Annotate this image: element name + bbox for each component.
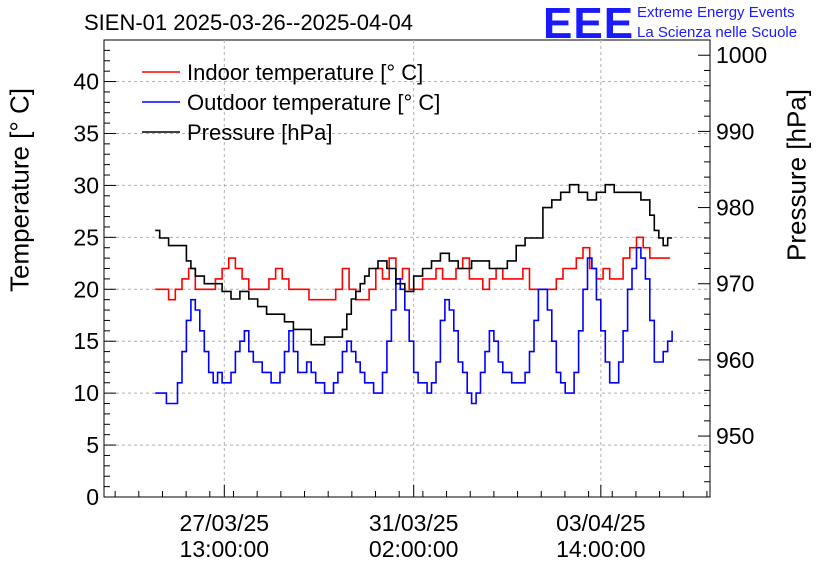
y-right-tick-label: 1000 <box>716 42 767 68</box>
y-left-tick-label: 10 <box>73 380 99 406</box>
x-tick-time: 02:00:00 <box>369 536 459 562</box>
series-line-2 <box>155 246 673 405</box>
legend-label-1: Indoor temperature [° C] <box>187 60 423 85</box>
y-left-tick-label: 35 <box>73 120 99 146</box>
series-group <box>155 183 673 405</box>
legend: Indoor temperature [° C] Outdoor temperat… <box>142 60 440 145</box>
y-left-tick-label: 15 <box>73 328 99 354</box>
y-right-tick-label: 970 <box>716 271 754 297</box>
series-line-1 <box>155 236 670 301</box>
y-left-tick-label: 0 <box>86 484 99 510</box>
x-tick-time: 13:00:00 <box>180 536 270 562</box>
x-tick-time: 14:00:00 <box>556 536 646 562</box>
y-left-tick-label: 20 <box>73 276 99 302</box>
y-left-tick-label: 25 <box>73 224 99 250</box>
x-tick-date: 31/03/25 <box>369 510 459 536</box>
x-tick-date: 03/04/25 <box>556 510 646 536</box>
axes: 0 5 10 15 20 25 30 35 40 950 960 970 980 990 1000 27/03… <box>73 39 767 562</box>
series-line-3 <box>155 183 673 346</box>
y-axis-right-label: Pressure [hPa] <box>781 89 812 261</box>
chart-title: SIEN-01 2025-03-26--2025-04-04 <box>84 10 413 35</box>
y-right-tick-label: 990 <box>716 118 754 144</box>
y-axis-left-label: Temperature [° C] <box>4 87 35 293</box>
y-left-tick-label: 40 <box>73 69 99 95</box>
y-right-tick-label: 980 <box>716 195 754 221</box>
legend-label-3: Pressure [hPa] <box>187 120 333 145</box>
y-left-tick-label: 5 <box>86 432 99 458</box>
y-right-tick-label: 960 <box>716 347 754 373</box>
eee-logo: EEE <box>543 0 635 48</box>
x-tick-date: 27/03/25 <box>180 510 270 536</box>
legend-label-2: Outdoor temperature [° C] <box>187 90 440 115</box>
y-right-tick-label: 950 <box>716 423 754 449</box>
y-left-tick-label: 30 <box>73 172 99 198</box>
logo-line-1: Extreme Energy Events <box>637 4 795 21</box>
logo-line-2: La Scienza nelle Scuole <box>637 24 798 41</box>
